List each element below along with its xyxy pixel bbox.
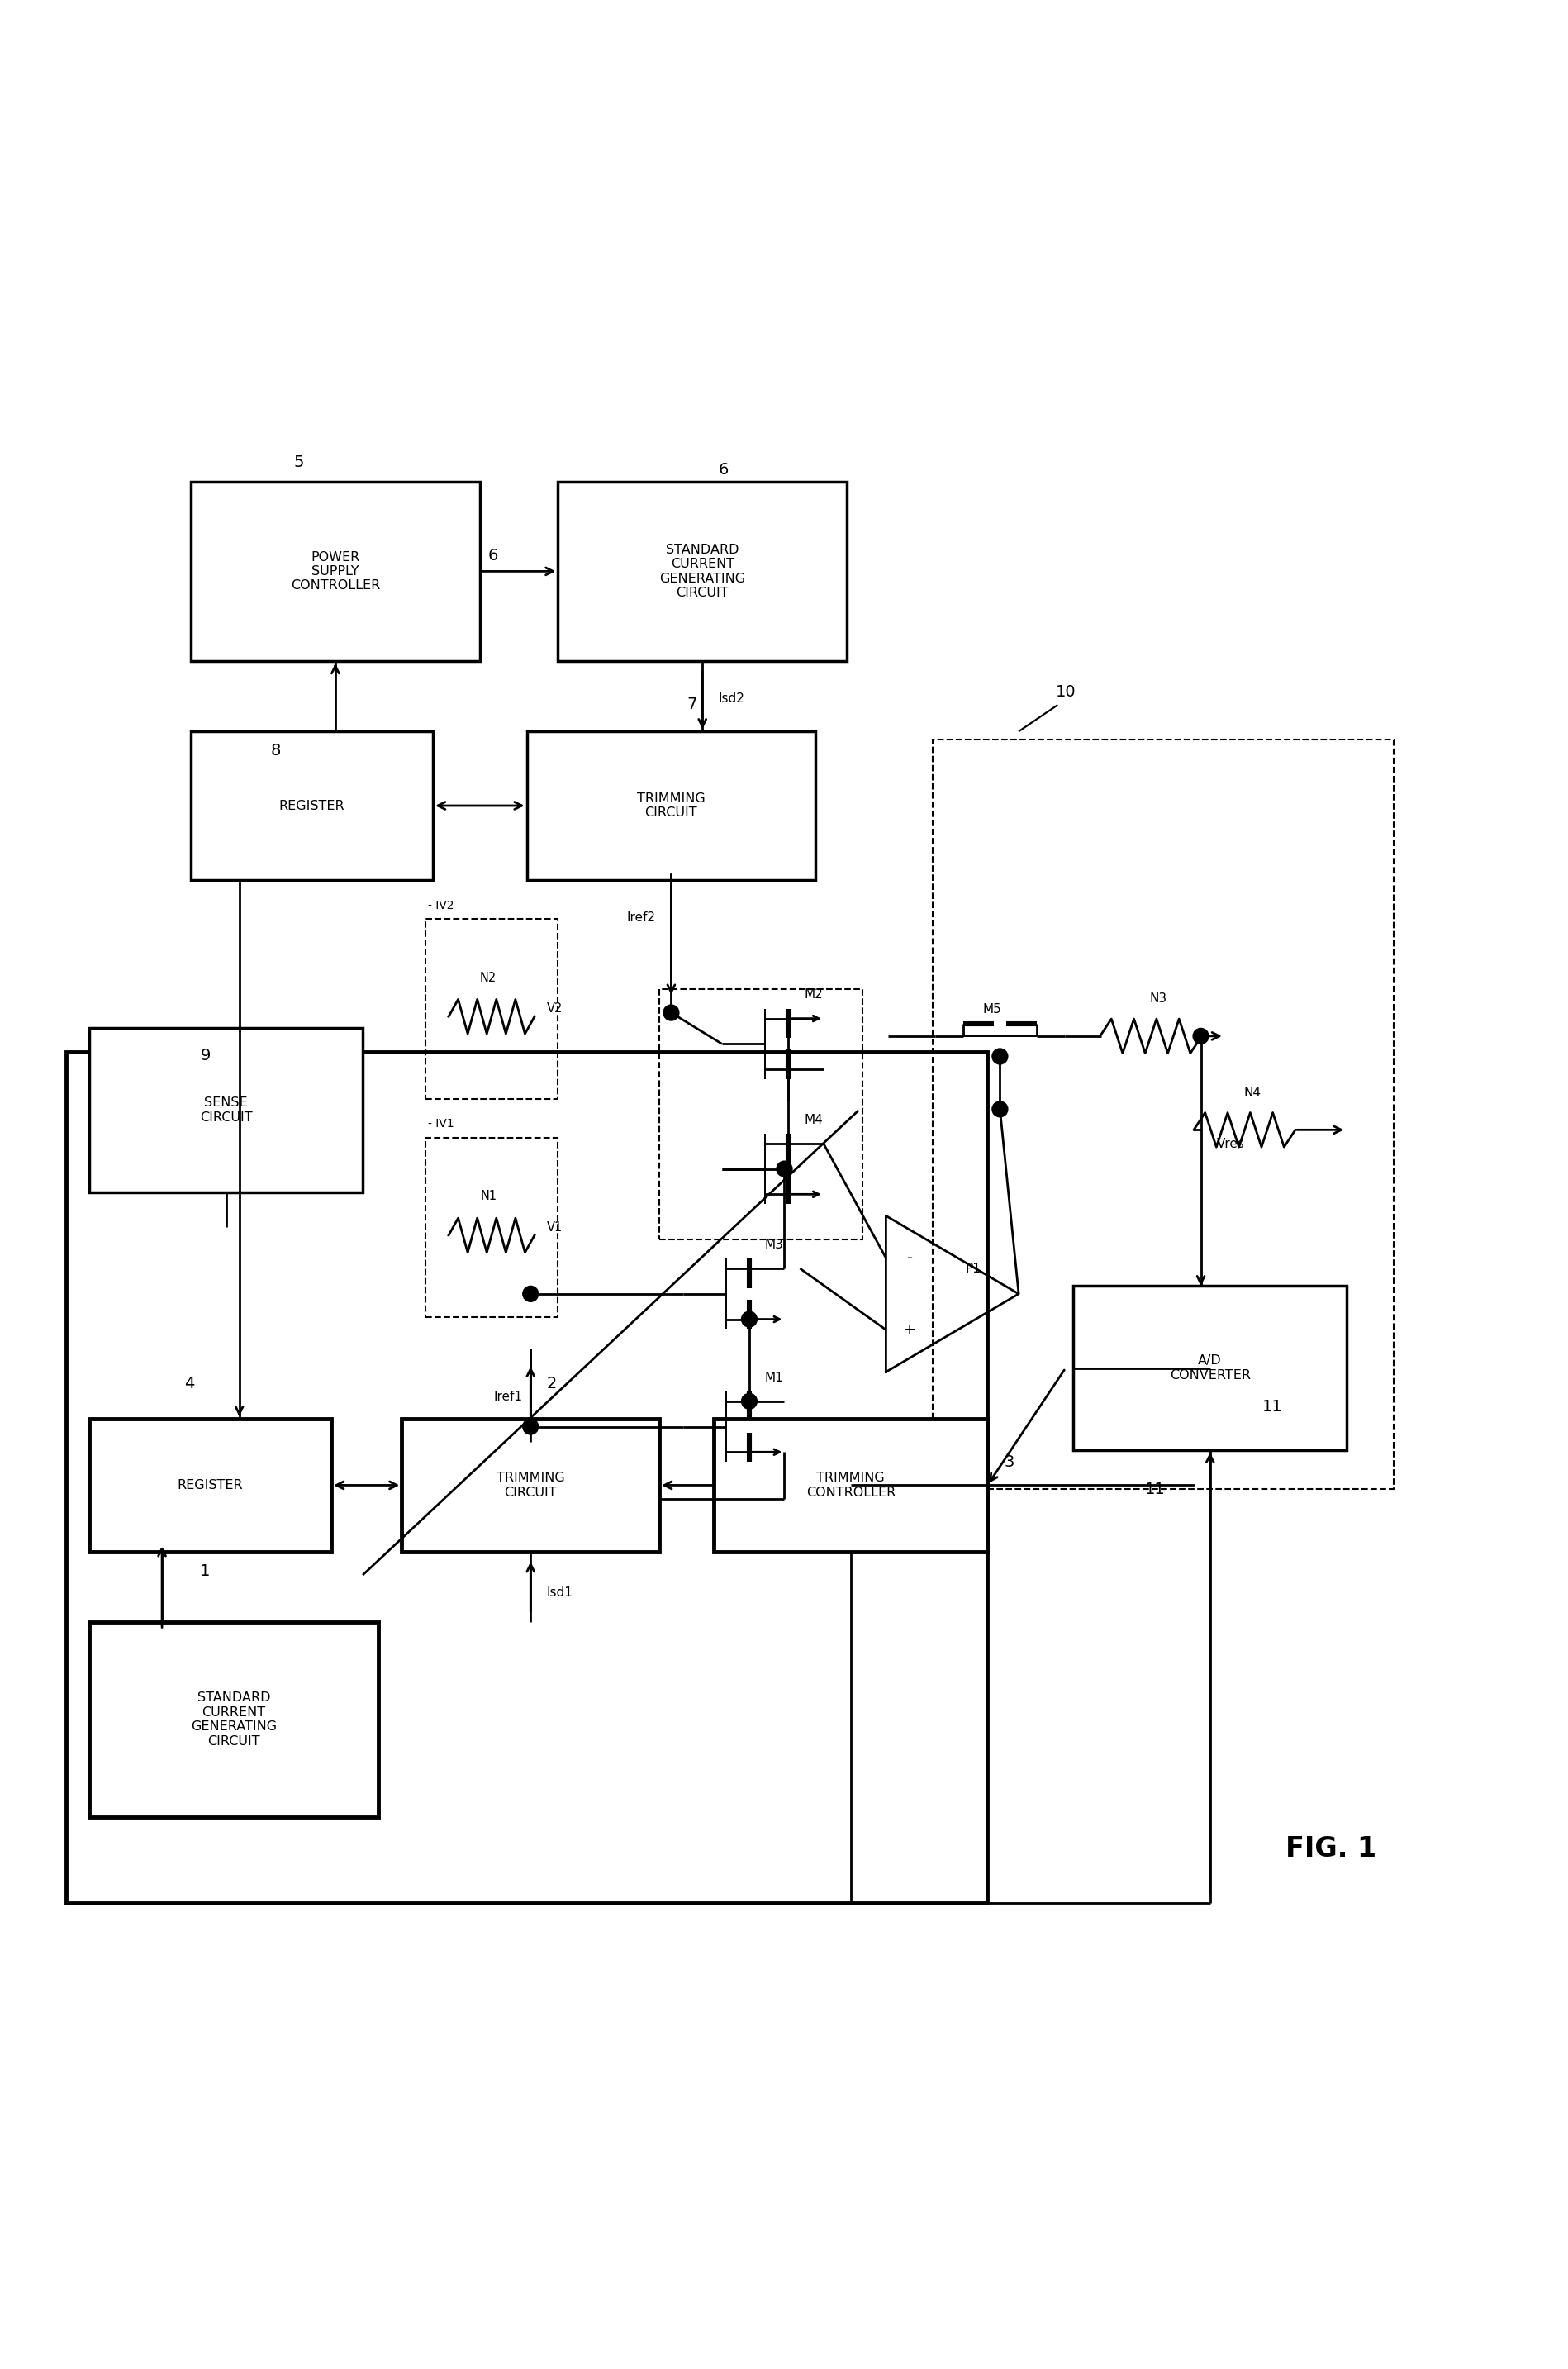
Text: A/D
CONVERTER: A/D CONVERTER: [1170, 1355, 1250, 1381]
Text: 6: 6: [488, 547, 497, 564]
Text: - IV2: - IV2: [428, 900, 455, 912]
Text: FIG. 1: FIG. 1: [1284, 1836, 1375, 1862]
Text: SENSE
CIRCUIT: SENSE CIRCUIT: [199, 1097, 252, 1123]
Text: 11: 11: [1145, 1481, 1165, 1497]
Bar: [66, 1052, 986, 1902]
Text: Isd2: Isd2: [718, 692, 743, 706]
Text: 2: 2: [546, 1376, 557, 1391]
Text: TRIMMING
CONTROLLER: TRIMMING CONTROLLER: [806, 1471, 895, 1500]
Text: N3: N3: [1149, 993, 1167, 1004]
Text: N2: N2: [480, 971, 497, 983]
Bar: [425, 919, 558, 1099]
Circle shape: [991, 1049, 1007, 1064]
Circle shape: [1192, 1028, 1207, 1045]
Text: Iref1: Iref1: [494, 1391, 522, 1402]
Text: P1: P1: [964, 1263, 980, 1275]
Bar: [401, 1419, 659, 1552]
Text: 4: 4: [185, 1376, 194, 1391]
Circle shape: [991, 1102, 1007, 1118]
Text: N4: N4: [1243, 1085, 1261, 1099]
Text: 11: 11: [1262, 1400, 1283, 1414]
Text: M1: M1: [765, 1372, 784, 1383]
Bar: [527, 732, 815, 879]
Text: 7: 7: [687, 696, 696, 713]
Text: 8: 8: [270, 744, 281, 758]
Bar: [659, 990, 862, 1239]
Text: POWER
SUPPLY
CONTROLLER: POWER SUPPLY CONTROLLER: [290, 550, 379, 592]
Text: Vres: Vres: [1215, 1137, 1243, 1149]
Circle shape: [522, 1419, 538, 1436]
Bar: [933, 739, 1392, 1490]
Text: 10: 10: [1055, 685, 1076, 701]
Bar: [89, 1623, 378, 1817]
Bar: [191, 732, 433, 879]
Circle shape: [522, 1286, 538, 1301]
Text: V1: V1: [547, 1222, 563, 1234]
Text: M5: M5: [982, 1004, 1000, 1016]
Text: V2: V2: [547, 1002, 563, 1014]
Bar: [1073, 1286, 1345, 1450]
Text: REGISTER: REGISTER: [177, 1478, 243, 1492]
Text: Iref2: Iref2: [626, 912, 655, 924]
Text: Isd1: Isd1: [546, 1587, 572, 1599]
Text: 9: 9: [201, 1047, 210, 1064]
Circle shape: [742, 1393, 757, 1410]
Circle shape: [776, 1161, 792, 1177]
Text: 5: 5: [293, 455, 304, 469]
Text: 6: 6: [718, 462, 728, 479]
Text: TRIMMING
CIRCUIT: TRIMMING CIRCUIT: [637, 791, 706, 820]
Text: STANDARD
CURRENT
GENERATING
CIRCUIT: STANDARD CURRENT GENERATING CIRCUIT: [191, 1691, 276, 1748]
Text: 3: 3: [1004, 1455, 1014, 1469]
Bar: [89, 1028, 362, 1192]
Text: +: +: [903, 1322, 916, 1338]
Circle shape: [742, 1312, 757, 1327]
Text: REGISTER: REGISTER: [279, 798, 345, 813]
Text: - IV1: - IV1: [428, 1118, 455, 1130]
Bar: [191, 481, 480, 661]
Bar: [713, 1419, 986, 1552]
Bar: [425, 1137, 558, 1317]
Bar: [558, 481, 847, 661]
Circle shape: [663, 1004, 679, 1021]
Text: N1: N1: [480, 1189, 497, 1203]
Bar: [89, 1419, 331, 1552]
Text: M3: M3: [765, 1239, 784, 1251]
Text: M4: M4: [803, 1113, 822, 1125]
Text: 1: 1: [201, 1564, 210, 1580]
Text: STANDARD
CURRENT
GENERATING
CIRCUIT: STANDARD CURRENT GENERATING CIRCUIT: [659, 543, 745, 599]
Text: -: -: [906, 1251, 913, 1265]
Text: TRIMMING
CIRCUIT: TRIMMING CIRCUIT: [495, 1471, 564, 1500]
Text: M2: M2: [803, 988, 822, 1002]
